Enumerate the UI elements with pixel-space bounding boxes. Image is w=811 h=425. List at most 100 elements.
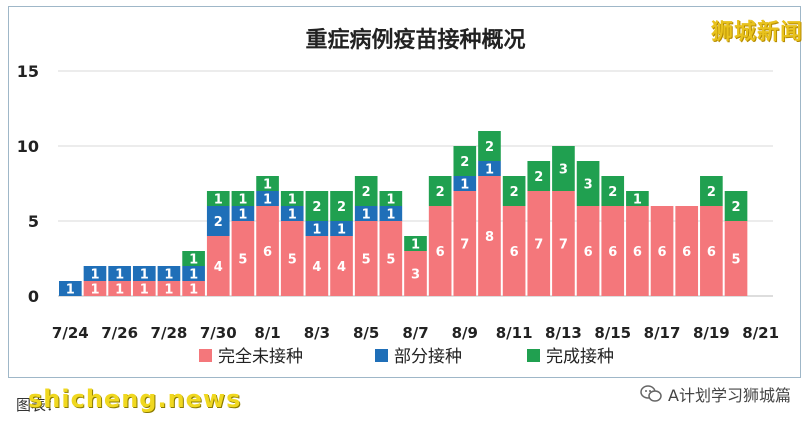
bar-segment — [280, 206, 304, 221]
data-label: 4 — [214, 260, 223, 275]
data-label: 2 — [707, 185, 716, 200]
x-tick-label: 8/11 — [496, 324, 533, 342]
data-label: 1 — [263, 178, 272, 193]
x-tick-label: 7/26 — [101, 324, 138, 342]
bar-segment — [280, 191, 304, 206]
bar-segment — [527, 161, 551, 191]
bar-segment — [527, 191, 551, 296]
data-label: 2 — [510, 185, 519, 200]
bar-segment — [428, 206, 452, 296]
data-label: 1 — [337, 223, 346, 238]
data-label: 1 — [90, 268, 99, 283]
data-label: 6 — [436, 245, 445, 260]
bar-segment — [502, 176, 526, 206]
data-label: 1 — [362, 208, 371, 223]
data-label: 1 — [214, 193, 223, 208]
data-label: 2 — [485, 140, 494, 155]
data-label: 1 — [66, 283, 75, 298]
data-label: 1 — [115, 283, 124, 298]
bar-segment — [330, 236, 353, 296]
bar-segment — [206, 191, 230, 206]
bar-segment — [404, 236, 427, 251]
data-label: 1 — [189, 253, 198, 268]
data-label: 5 — [386, 253, 395, 268]
bar-segment — [231, 206, 255, 221]
data-label: 6 — [633, 245, 642, 260]
bar-segment — [59, 281, 82, 296]
data-label: 1 — [288, 208, 297, 223]
data-label: 7 — [460, 238, 469, 253]
bar-segment — [330, 191, 353, 221]
data-label: 5 — [288, 253, 297, 268]
x-tick-label: 8/5 — [353, 324, 379, 342]
data-label: 1 — [140, 283, 149, 298]
x-tick-label: 7/28 — [151, 324, 188, 342]
bar-segment — [132, 281, 156, 296]
bar-segment — [182, 266, 205, 281]
data-label: 7 — [559, 238, 568, 253]
data-label: 6 — [584, 245, 593, 260]
bar-segment — [601, 176, 625, 206]
bar-segment — [478, 161, 501, 176]
x-tick-label: 8/21 — [742, 324, 779, 342]
data-label: 2 — [731, 200, 740, 215]
bar-segment — [206, 236, 230, 296]
bar-segment — [108, 281, 131, 296]
bar-segment — [83, 266, 107, 281]
bar-segment — [626, 191, 649, 206]
x-tick-label: 8/19 — [693, 324, 730, 342]
data-label: 7 — [534, 238, 543, 253]
legend-swatch — [375, 349, 388, 362]
data-label: 1 — [386, 193, 395, 208]
bar-segment — [157, 281, 181, 296]
bar-segment — [428, 176, 452, 206]
bar-segment — [404, 251, 427, 296]
bar-segment — [256, 206, 279, 296]
data-label: 1 — [633, 193, 642, 208]
data-label: 6 — [707, 245, 716, 260]
data-label: 1 — [485, 163, 494, 178]
brand-watermark: 狮城新闻 — [710, 20, 803, 45]
data-label: 2 — [436, 185, 445, 200]
data-label: 1 — [90, 283, 99, 298]
bar-segment — [280, 221, 304, 296]
data-label: 1 — [189, 268, 198, 283]
bar-segment — [379, 221, 403, 296]
x-tick-label: 7/24 — [52, 324, 89, 342]
data-label: 1 — [164, 268, 173, 283]
bar-segment — [700, 206, 723, 296]
bar-segment — [478, 176, 501, 296]
data-label: 1 — [460, 178, 469, 193]
data-label: 3 — [584, 178, 593, 193]
bar-segment — [453, 146, 477, 176]
bar-segment — [206, 206, 230, 236]
x-tick-label: 8/3 — [304, 324, 330, 342]
bar-segment — [354, 176, 378, 206]
data-label: 2 — [534, 170, 543, 185]
x-tick-label: 8/15 — [594, 324, 631, 342]
data-label: 1 — [115, 268, 124, 283]
y-tick-label: 10 — [17, 137, 39, 156]
bar-segment — [478, 131, 501, 161]
data-label: 1 — [288, 193, 297, 208]
bar-segment — [157, 266, 181, 281]
data-label: 3 — [559, 163, 568, 178]
legend-swatch — [199, 349, 212, 362]
data-label: 1 — [312, 223, 321, 238]
data-label: 1 — [386, 208, 395, 223]
wechat-account: A计划学习狮城篇 — [640, 382, 791, 406]
data-label: 4 — [312, 260, 321, 275]
bar-segment — [724, 191, 748, 221]
bar-segment — [354, 206, 378, 221]
bar-segment — [256, 176, 279, 191]
bar-segment — [305, 191, 329, 221]
bar-segment — [132, 266, 156, 281]
wechat-icon — [640, 385, 662, 403]
bar-segment — [552, 191, 575, 296]
bar-segment — [231, 191, 255, 206]
bar-segment — [108, 266, 131, 281]
data-label: 3 — [411, 268, 420, 283]
bar-segment — [256, 191, 279, 206]
data-label: 1 — [411, 238, 420, 253]
data-label: 5 — [362, 253, 371, 268]
